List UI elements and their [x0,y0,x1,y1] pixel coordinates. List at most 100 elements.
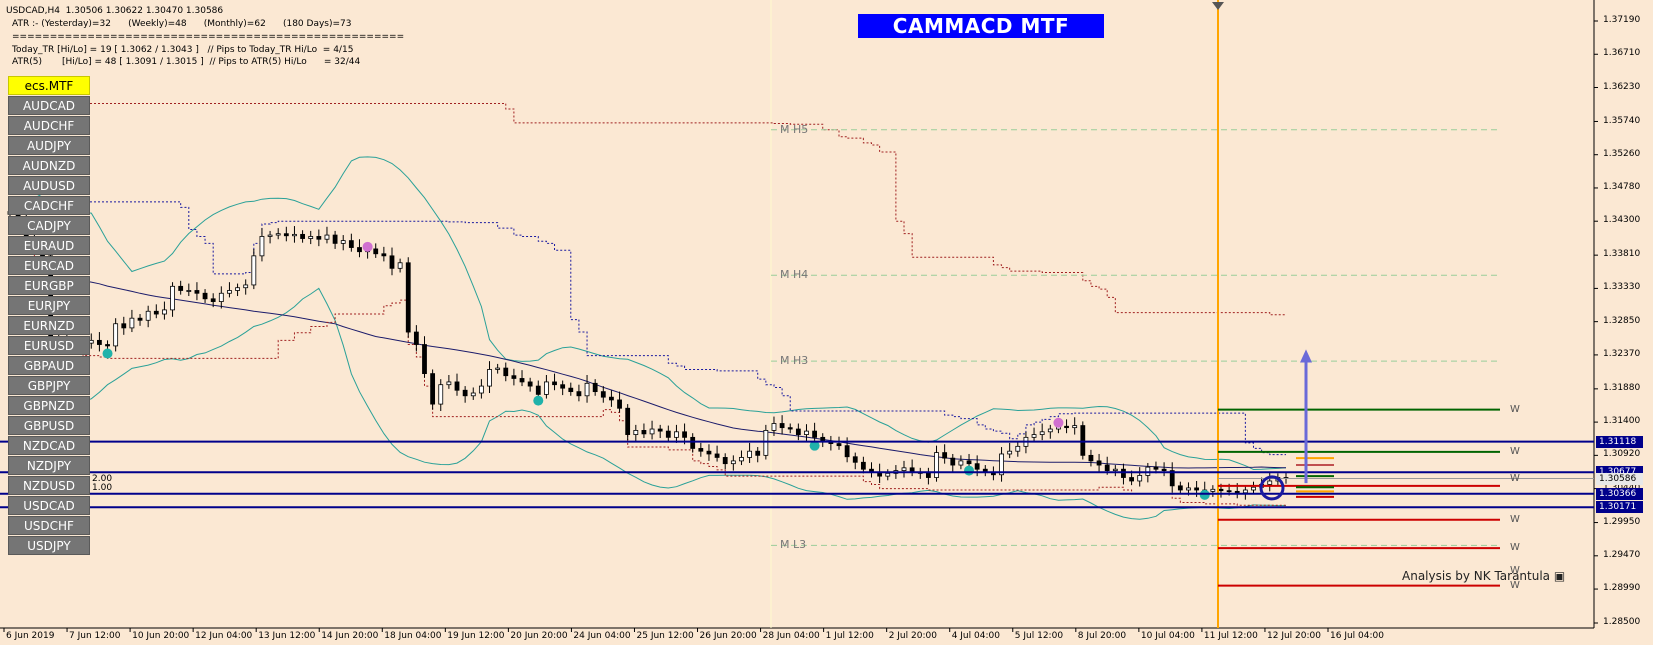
candle-body [885,472,891,477]
candle-body [430,373,436,405]
symbol-button-eurgbp[interactable]: EURGBP [8,276,90,295]
candle-body [503,367,509,377]
symbol-button-eurcad[interactable]: EURCAD [8,256,90,275]
symbol-button-cadjpy[interactable]: CADJPY [8,216,90,235]
symbol-button-audusd[interactable]: AUDUSD [8,176,90,195]
symbol-button-audjpy[interactable]: AUDJPY [8,136,90,155]
candle-body [795,428,801,435]
symbol-button-gbpnzd[interactable]: GBPNZD [8,396,90,415]
symbol-button-eurjpy[interactable]: EURJPY [8,296,90,315]
signal-dot-buy [533,395,544,406]
symbol-button-active[interactable]: ecs.MTF [8,76,90,95]
y-tick-label: 1.33330 [1603,282,1641,293]
candle-body [714,453,720,458]
x-tick-label: 6 Jun 2019 [6,631,55,641]
candle-body [617,399,622,409]
candle-body [373,248,379,255]
candle-body [381,253,387,257]
candle-body [1096,460,1102,466]
candle-body [478,385,484,394]
candle-body [1064,425,1069,429]
symbol-button-usdchf[interactable]: USDCHF [8,516,90,535]
x-tick-label: 14 Jun 20:00 [321,631,379,641]
signal-dot-sell [362,241,373,252]
candle-body [218,292,224,302]
x-tick-label: 10 Jun 20:00 [132,631,190,641]
candle-body [1234,490,1240,494]
candle-body [739,457,744,462]
current-price-label: 1.30586 [1596,472,1643,485]
candle-body [340,240,346,244]
candle-body [657,428,663,432]
symbol-button-audchf[interactable]: AUDCHF [8,116,90,135]
y-tick-label: 1.28500 [1603,617,1641,627]
symbol-button-audnzd[interactable]: AUDNZD [8,156,90,175]
candle-body [332,234,338,244]
symbol-button-cadchf[interactable]: CADCHF [8,196,90,215]
candle-body [1088,454,1094,462]
candle-body [1031,434,1037,438]
candle-body [584,382,590,397]
candle-body [292,233,297,237]
candle-body [812,430,818,438]
highlight-ring-icon [1259,475,1285,501]
symbol-button-gbpjpy[interactable]: GBPJPY [8,376,90,395]
w-level-label: W [1510,565,1520,576]
w-level-label: W [1510,403,1520,415]
candle-body [966,460,972,465]
header-line-2: ATR :- (Yesterday)=32 (Weekly)=48 (Month… [12,19,352,29]
candle-body [422,344,427,375]
symbol-button-audcad[interactable]: AUDCAD [8,96,90,115]
symbol-button-usdjpy[interactable]: USDJPY [8,536,90,555]
x-tick-label: 13 Jun 12:00 [258,631,316,641]
candle-body [1080,425,1086,456]
moving-average-line [9,279,1287,469]
candle-body [259,236,265,257]
candle-body [804,430,809,435]
candle-body [153,310,159,315]
candle-body [633,430,639,435]
candle-body [137,317,143,321]
candle-body [690,436,696,449]
w-level-label: W [1510,542,1520,554]
x-tick-label: 8 Jul 20:00 [1077,631,1127,641]
symbol-button-usdcad[interactable]: USDCAD [8,496,90,515]
symbol-button-euraud[interactable]: EURAUD [8,236,90,255]
symbol-button-eurusd[interactable]: EURUSD [8,336,90,355]
signal-dot-buy [964,465,975,476]
candle-body [950,457,956,466]
candle-body [665,430,671,438]
w-level-label: W [1510,513,1520,525]
candle-body [787,427,793,430]
x-tick-label: 2 Jul 20:00 [888,631,937,641]
candle-body [609,396,614,401]
candle-body [934,452,939,478]
level-price-label: 1.31118 [1596,435,1643,448]
candle-body [1112,468,1118,471]
candle-body [202,292,208,300]
candle-body [1186,487,1191,491]
symbol-button-eurnzd[interactable]: EURNZD [8,316,90,335]
x-tick-label: 4 Jul 04:00 [951,631,1000,641]
candle-body [544,381,549,395]
symbol-button-gbpaud[interactable]: GBPAUD [8,356,90,375]
symbol-button-nzdjpy[interactable]: NZDJPY [8,456,90,475]
candle-body [162,309,167,315]
symbol-button-nzdusd[interactable]: NZDUSD [8,476,90,495]
candle-body [641,430,647,435]
x-tick-label: 16 Jul 04:00 [1330,631,1384,641]
credit-mark-icon: ▣ [1553,569,1566,583]
candle-body [779,423,785,429]
symbol-button-nzdcad[interactable]: NZDCAD [8,436,90,455]
candle-body [576,391,582,397]
header-line-3: ========================================… [12,32,405,42]
y-tick-label: 1.30920 [1603,449,1641,460]
candle-body [129,317,135,329]
analysis-credit: Analysis by NK Tarantula ▣ [1402,569,1565,583]
candle-body [413,331,419,345]
candle-body [275,233,281,236]
symbol-button-gbpusd[interactable]: GBPUSD [8,416,90,435]
header-line-4: Today_TR [Hi/Lo] = 19 [ 1.3062 / 1.3043 … [12,45,354,55]
x-tick-label: 5 Jul 12:00 [1014,631,1064,641]
